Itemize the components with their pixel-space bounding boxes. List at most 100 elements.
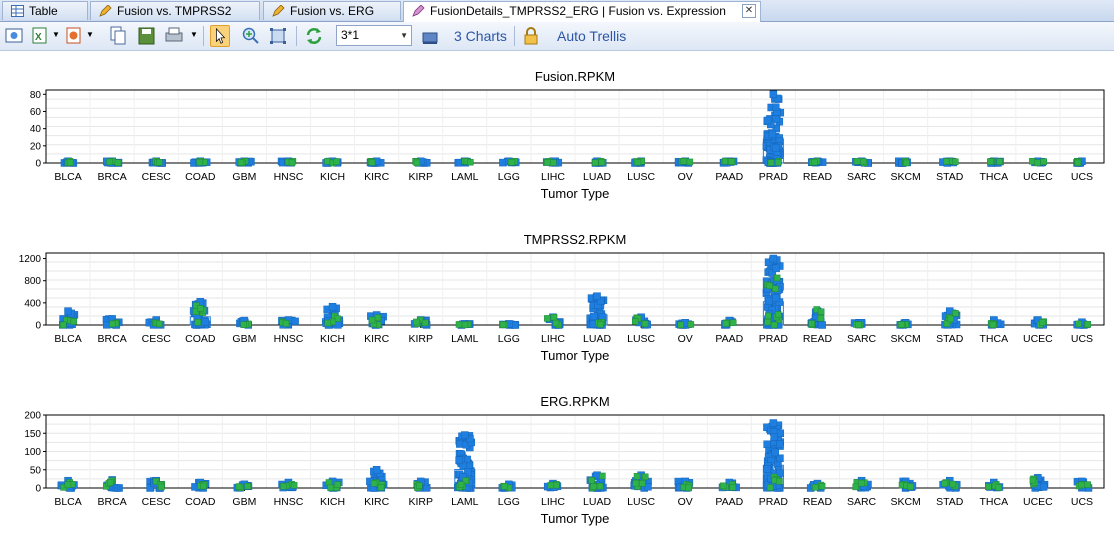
save-icon[interactable]: [136, 25, 156, 47]
chevron-down-icon[interactable]: ▼: [86, 30, 94, 39]
point-green-LGG: [501, 483, 508, 490]
point-PRAD: [772, 124, 781, 133]
point-green-KIRP: [413, 318, 420, 326]
x-tick-label: HNSC: [274, 333, 304, 345]
point-green-LAML: [467, 158, 474, 166]
point-green-PRAD: [765, 312, 772, 320]
x-tick-label: COAD: [185, 171, 216, 183]
x-tick-label: LUAD: [583, 333, 611, 345]
x-tick-label: READ: [803, 171, 833, 183]
tab-table[interactable]: Table: [2, 1, 88, 20]
point-green-THCA: [996, 158, 1003, 165]
point-green-PRAD: [772, 285, 779, 293]
refresh-icon[interactable]: [304, 25, 324, 47]
point-green-KIRC: [374, 314, 382, 322]
point-READ: [818, 321, 826, 329]
point-PRAD: [765, 297, 773, 305]
fit-icon[interactable]: [268, 25, 288, 47]
chevron-down-icon[interactable]: ▼: [52, 30, 60, 39]
point-green-GBM: [244, 482, 251, 490]
x-tick-label: PRAD: [759, 171, 789, 183]
point-green-LIHC: [550, 159, 557, 166]
point-green-HNSC: [282, 320, 290, 327]
chart-panel-0: Fusion.RPKM 0 20 40 60 80 BLCA BRCA CESC COAD GBM H…: [30, 69, 1105, 201]
export-ppt-icon[interactable]: [64, 25, 84, 47]
point-green-LUSC: [634, 159, 642, 166]
point-PRAD: [772, 144, 780, 152]
plot-frame: [45, 89, 1105, 164]
point-green-BRCA: [106, 158, 113, 166]
point-PRAD: [771, 448, 780, 457]
point-green-LUAD: [597, 321, 604, 328]
x-tick-label: UCEC: [1023, 171, 1053, 183]
point-green-UCEC: [1039, 319, 1046, 326]
point-green-PRAD: [767, 159, 775, 166]
toolbar-divider: [296, 26, 297, 46]
point-green-READ: [808, 320, 815, 327]
trellis-charts[interactable]: Fusion.RPKM 0 20 40 60 80 BLCA BRCA CESC COAD GBM H…: [0, 54, 1114, 534]
point-green-PRAD: [774, 159, 782, 166]
layout-select[interactable]: 3*1 ▼: [336, 25, 412, 46]
print-icon[interactable]: [164, 25, 184, 47]
point-green-STAD: [949, 480, 957, 488]
point-green-STAD: [952, 158, 959, 165]
point-green-READ: [817, 315, 825, 322]
point-green-BLCA: [66, 159, 74, 166]
point-green-READ: [812, 484, 819, 491]
x-tick-label: OV: [678, 496, 693, 508]
y-tick-label: 400: [24, 298, 41, 309]
chart-panel-2: ERG.RPKM 0 50 100 150 200 BLCA BRCA CESC COAD GBM H…: [24, 394, 1105, 526]
chart-title: TMPRSS2.RPKM: [524, 232, 627, 247]
y-tick-label: 60: [30, 107, 42, 118]
chart-title: ERG.RPKM: [540, 394, 609, 409]
point-green-LUSC: [642, 473, 649, 481]
point-green-LAML: [457, 481, 465, 488]
point-LUAD: [593, 292, 601, 300]
x-tick-label: PRAD: [759, 496, 789, 508]
point-green-STAD: [943, 320, 951, 327]
toolbar: X ▼ ▼ ▼ 3*1 ▼ 3 Charts Auto T: [0, 22, 1114, 51]
chevron-down-icon: ▼: [400, 31, 408, 40]
point-green-LUAD: [598, 159, 606, 166]
point-green-LGG: [499, 321, 507, 328]
point-green-LIHC: [543, 159, 551, 166]
x-tick-label: THCA: [979, 171, 1008, 183]
close-tab-button[interactable]: ✕: [742, 4, 756, 18]
y-tick-label: 0: [35, 484, 41, 495]
point-PRAD: [772, 264, 780, 273]
lock-icon[interactable]: [521, 25, 541, 47]
tab-fusion-vs-erg[interactable]: Fusion vs. ERG: [263, 1, 401, 20]
charts-count-button[interactable]: 3 Charts: [454, 28, 507, 44]
chevron-down-icon[interactable]: ▼: [190, 30, 198, 39]
point-UCEC: [1039, 482, 1048, 491]
export-excel-icon[interactable]: X: [30, 25, 50, 47]
chart-icon[interactable]: [420, 25, 440, 47]
point-PRAD: [776, 469, 784, 478]
pointer-icon[interactable]: [210, 25, 230, 47]
screenshot-icon[interactable]: [4, 25, 24, 47]
point-green-LUAD: [591, 159, 599, 166]
point-green-GBM: [237, 159, 245, 166]
x-tick-label: BRCA: [98, 333, 127, 345]
auto-trellis-button[interactable]: Auto Trellis: [557, 28, 627, 44]
x-tick-label: LGG: [498, 333, 520, 345]
point-PRAD: [770, 433, 778, 441]
x-tick-label: LUSC: [627, 171, 655, 183]
point-LAML: [456, 440, 464, 448]
point-green-LUSC: [631, 318, 639, 325]
point-PRAD: [776, 454, 784, 463]
point-green-OV: [687, 321, 695, 328]
zoom-in-icon[interactable]: [240, 25, 260, 47]
point-green-UCS: [1084, 320, 1092, 328]
x-tick-label: COAD: [185, 333, 216, 345]
x-tick-label: LGG: [498, 171, 520, 183]
tab-fusion-vs-tmprss2[interactable]: Fusion vs. TMPRSS2: [90, 1, 260, 20]
x-tick-label: LUSC: [627, 496, 655, 508]
x-tick-label: KIRP: [408, 496, 433, 508]
point-green-OV: [680, 158, 688, 165]
copy-icon[interactable]: [108, 25, 128, 47]
y-tick-label: 100: [24, 447, 41, 458]
tab-fusion-details[interactable]: FusionDetails_TMPRSS2_ERG | Fusion vs. E…: [403, 1, 761, 22]
x-tick-label: BLCA: [54, 496, 81, 508]
x-tick-label: KIRP: [408, 171, 433, 183]
